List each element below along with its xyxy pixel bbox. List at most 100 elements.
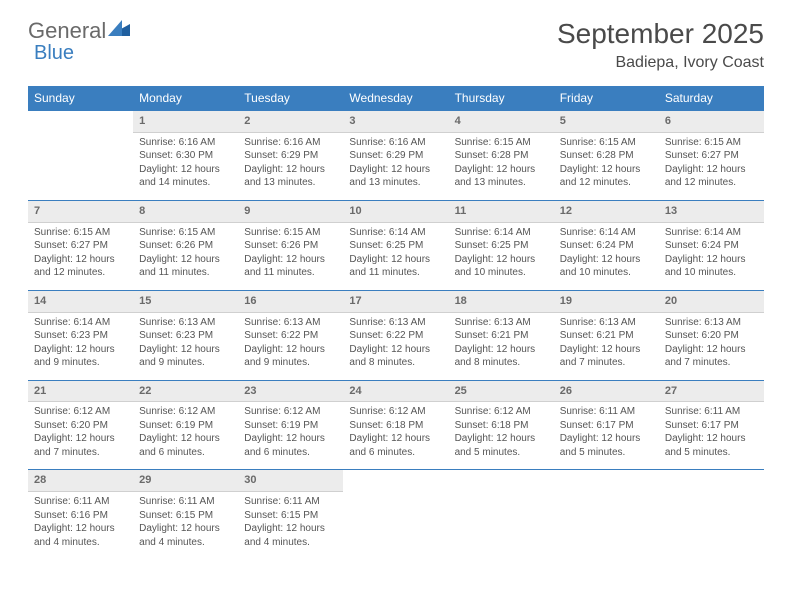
weekday-header: Thursday bbox=[449, 86, 554, 111]
day-number-cell: 21 bbox=[28, 380, 133, 402]
day-detail-cell: Sunrise: 6:11 AMSunset: 6:17 PMDaylight:… bbox=[554, 402, 659, 470]
daylight-text: Daylight: 12 hours and 8 minutes. bbox=[349, 343, 442, 370]
day-number: 3 bbox=[349, 115, 355, 127]
day-number: 7 bbox=[34, 205, 40, 217]
daylight-text: Daylight: 12 hours and 10 minutes. bbox=[560, 253, 653, 280]
day-detail-cell bbox=[554, 492, 659, 560]
day-detail-cell: Sunrise: 6:11 AMSunset: 6:16 PMDaylight:… bbox=[28, 492, 133, 560]
daylight-text: Daylight: 12 hours and 7 minutes. bbox=[665, 343, 758, 370]
day-number-cell: 15 bbox=[133, 290, 238, 312]
day-number: 23 bbox=[244, 385, 256, 397]
sunrise-text: Sunrise: 6:14 AM bbox=[560, 226, 653, 240]
daynum-row: 282930 bbox=[28, 470, 764, 492]
daylight-text: Daylight: 12 hours and 4 minutes. bbox=[244, 522, 337, 549]
day-detail-cell: Sunrise: 6:12 AMSunset: 6:20 PMDaylight:… bbox=[28, 402, 133, 470]
logo-word2-wrap: Blue bbox=[34, 42, 74, 65]
sunrise-text: Sunrise: 6:13 AM bbox=[455, 316, 548, 330]
day-detail-cell: Sunrise: 6:12 AMSunset: 6:19 PMDaylight:… bbox=[133, 402, 238, 470]
day-number: 21 bbox=[34, 385, 46, 397]
day-number-cell: 13 bbox=[659, 200, 764, 222]
sunrise-text: Sunrise: 6:12 AM bbox=[244, 405, 337, 419]
daylight-text: Daylight: 12 hours and 12 minutes. bbox=[665, 163, 758, 190]
day-number-cell: 5 bbox=[554, 111, 659, 133]
sunrise-text: Sunrise: 6:15 AM bbox=[34, 226, 127, 240]
day-detail-cell: Sunrise: 6:15 AMSunset: 6:26 PMDaylight:… bbox=[133, 222, 238, 290]
daylight-text: Daylight: 12 hours and 4 minutes. bbox=[139, 522, 232, 549]
sunrise-text: Sunrise: 6:12 AM bbox=[34, 405, 127, 419]
day-detail-cell: Sunrise: 6:16 AMSunset: 6:29 PMDaylight:… bbox=[238, 132, 343, 200]
day-detail-cell: Sunrise: 6:11 AMSunset: 6:15 PMDaylight:… bbox=[238, 492, 343, 560]
day-number-cell: 10 bbox=[343, 200, 448, 222]
day-number: 25 bbox=[455, 385, 467, 397]
day-number: 29 bbox=[139, 474, 151, 486]
day-detail-cell: Sunrise: 6:11 AMSunset: 6:17 PMDaylight:… bbox=[659, 402, 764, 470]
daylight-text: Daylight: 12 hours and 5 minutes. bbox=[560, 432, 653, 459]
sunset-text: Sunset: 6:27 PM bbox=[34, 239, 127, 253]
day-number-cell: 6 bbox=[659, 111, 764, 133]
daylight-text: Daylight: 12 hours and 11 minutes. bbox=[139, 253, 232, 280]
sunset-text: Sunset: 6:27 PM bbox=[665, 149, 758, 163]
day-number: 19 bbox=[560, 295, 572, 307]
sunrise-text: Sunrise: 6:14 AM bbox=[455, 226, 548, 240]
day-number: 17 bbox=[349, 295, 361, 307]
logo-word1: General bbox=[28, 18, 106, 44]
day-number-cell: 14 bbox=[28, 290, 133, 312]
sunset-text: Sunset: 6:26 PM bbox=[139, 239, 232, 253]
sunrise-text: Sunrise: 6:16 AM bbox=[349, 136, 442, 150]
day-number-cell bbox=[659, 470, 764, 492]
logo-word2: Blue bbox=[34, 42, 74, 64]
day-number: 12 bbox=[560, 205, 572, 217]
sunset-text: Sunset: 6:24 PM bbox=[560, 239, 653, 253]
day-number-cell: 3 bbox=[343, 111, 448, 133]
day-number-cell: 12 bbox=[554, 200, 659, 222]
sunset-text: Sunset: 6:26 PM bbox=[244, 239, 337, 253]
sunset-text: Sunset: 6:22 PM bbox=[244, 329, 337, 343]
sunrise-text: Sunrise: 6:16 AM bbox=[244, 136, 337, 150]
daylight-text: Daylight: 12 hours and 11 minutes. bbox=[244, 253, 337, 280]
day-detail-cell: Sunrise: 6:15 AMSunset: 6:28 PMDaylight:… bbox=[554, 132, 659, 200]
day-detail-cell: Sunrise: 6:12 AMSunset: 6:18 PMDaylight:… bbox=[343, 402, 448, 470]
day-number-cell: 30 bbox=[238, 470, 343, 492]
daylight-text: Daylight: 12 hours and 5 minutes. bbox=[665, 432, 758, 459]
detail-row: Sunrise: 6:14 AMSunset: 6:23 PMDaylight:… bbox=[28, 312, 764, 380]
sunset-text: Sunset: 6:24 PM bbox=[665, 239, 758, 253]
daylight-text: Daylight: 12 hours and 10 minutes. bbox=[455, 253, 548, 280]
day-number: 8 bbox=[139, 205, 145, 217]
sunrise-text: Sunrise: 6:14 AM bbox=[34, 316, 127, 330]
daylight-text: Daylight: 12 hours and 9 minutes. bbox=[139, 343, 232, 370]
day-number: 13 bbox=[665, 205, 677, 217]
sunset-text: Sunset: 6:20 PM bbox=[665, 329, 758, 343]
header: General September 2025 Badiepa, Ivory Co… bbox=[28, 18, 764, 72]
weekday-header-row: Sunday Monday Tuesday Wednesday Thursday… bbox=[28, 86, 764, 111]
weekday-header: Wednesday bbox=[343, 86, 448, 111]
sunrise-text: Sunrise: 6:11 AM bbox=[244, 495, 337, 509]
day-number: 26 bbox=[560, 385, 572, 397]
day-number-cell: 16 bbox=[238, 290, 343, 312]
sunrise-text: Sunrise: 6:13 AM bbox=[349, 316, 442, 330]
sunset-text: Sunset: 6:25 PM bbox=[349, 239, 442, 253]
day-number-cell: 20 bbox=[659, 290, 764, 312]
day-number-cell: 26 bbox=[554, 380, 659, 402]
sunset-text: Sunset: 6:16 PM bbox=[34, 509, 127, 523]
sunrise-text: Sunrise: 6:11 AM bbox=[665, 405, 758, 419]
detail-row: Sunrise: 6:15 AMSunset: 6:27 PM Daylight:… bbox=[28, 222, 764, 290]
daylight-text: Daylight: 12 hours and 10 minutes. bbox=[665, 253, 758, 280]
day-detail-cell: Sunrise: 6:15 AMSunset: 6:28 PMDaylight:… bbox=[449, 132, 554, 200]
sunrise-text: Sunrise: 6:16 AM bbox=[139, 136, 232, 150]
daylight-text: Daylight: 12 hours and 6 minutes. bbox=[244, 432, 337, 459]
day-detail-cell: Sunrise: 6:13 AMSunset: 6:20 PMDaylight:… bbox=[659, 312, 764, 380]
daynum-row: 14151617181920 bbox=[28, 290, 764, 312]
daylight-text: Daylight: 12 hours and 6 minutes. bbox=[349, 432, 442, 459]
day-number-cell: 29 bbox=[133, 470, 238, 492]
day-number-cell: 4 bbox=[449, 111, 554, 133]
day-number-cell: 1 bbox=[133, 111, 238, 133]
sunset-text: Sunset: 6:19 PM bbox=[244, 419, 337, 433]
day-number-cell bbox=[554, 470, 659, 492]
daylight-text: Daylight: 12 hours and 7 minutes. bbox=[560, 343, 653, 370]
logo: General bbox=[28, 18, 132, 44]
sunset-text: Sunset: 6:18 PM bbox=[349, 419, 442, 433]
sunrise-text: Sunrise: 6:14 AM bbox=[349, 226, 442, 240]
daylight-text: Daylight: 12 hours and 12 minutes. bbox=[560, 163, 653, 190]
sunset-text: Sunset: 6:28 PM bbox=[560, 149, 653, 163]
sunrise-text: Sunrise: 6:12 AM bbox=[139, 405, 232, 419]
